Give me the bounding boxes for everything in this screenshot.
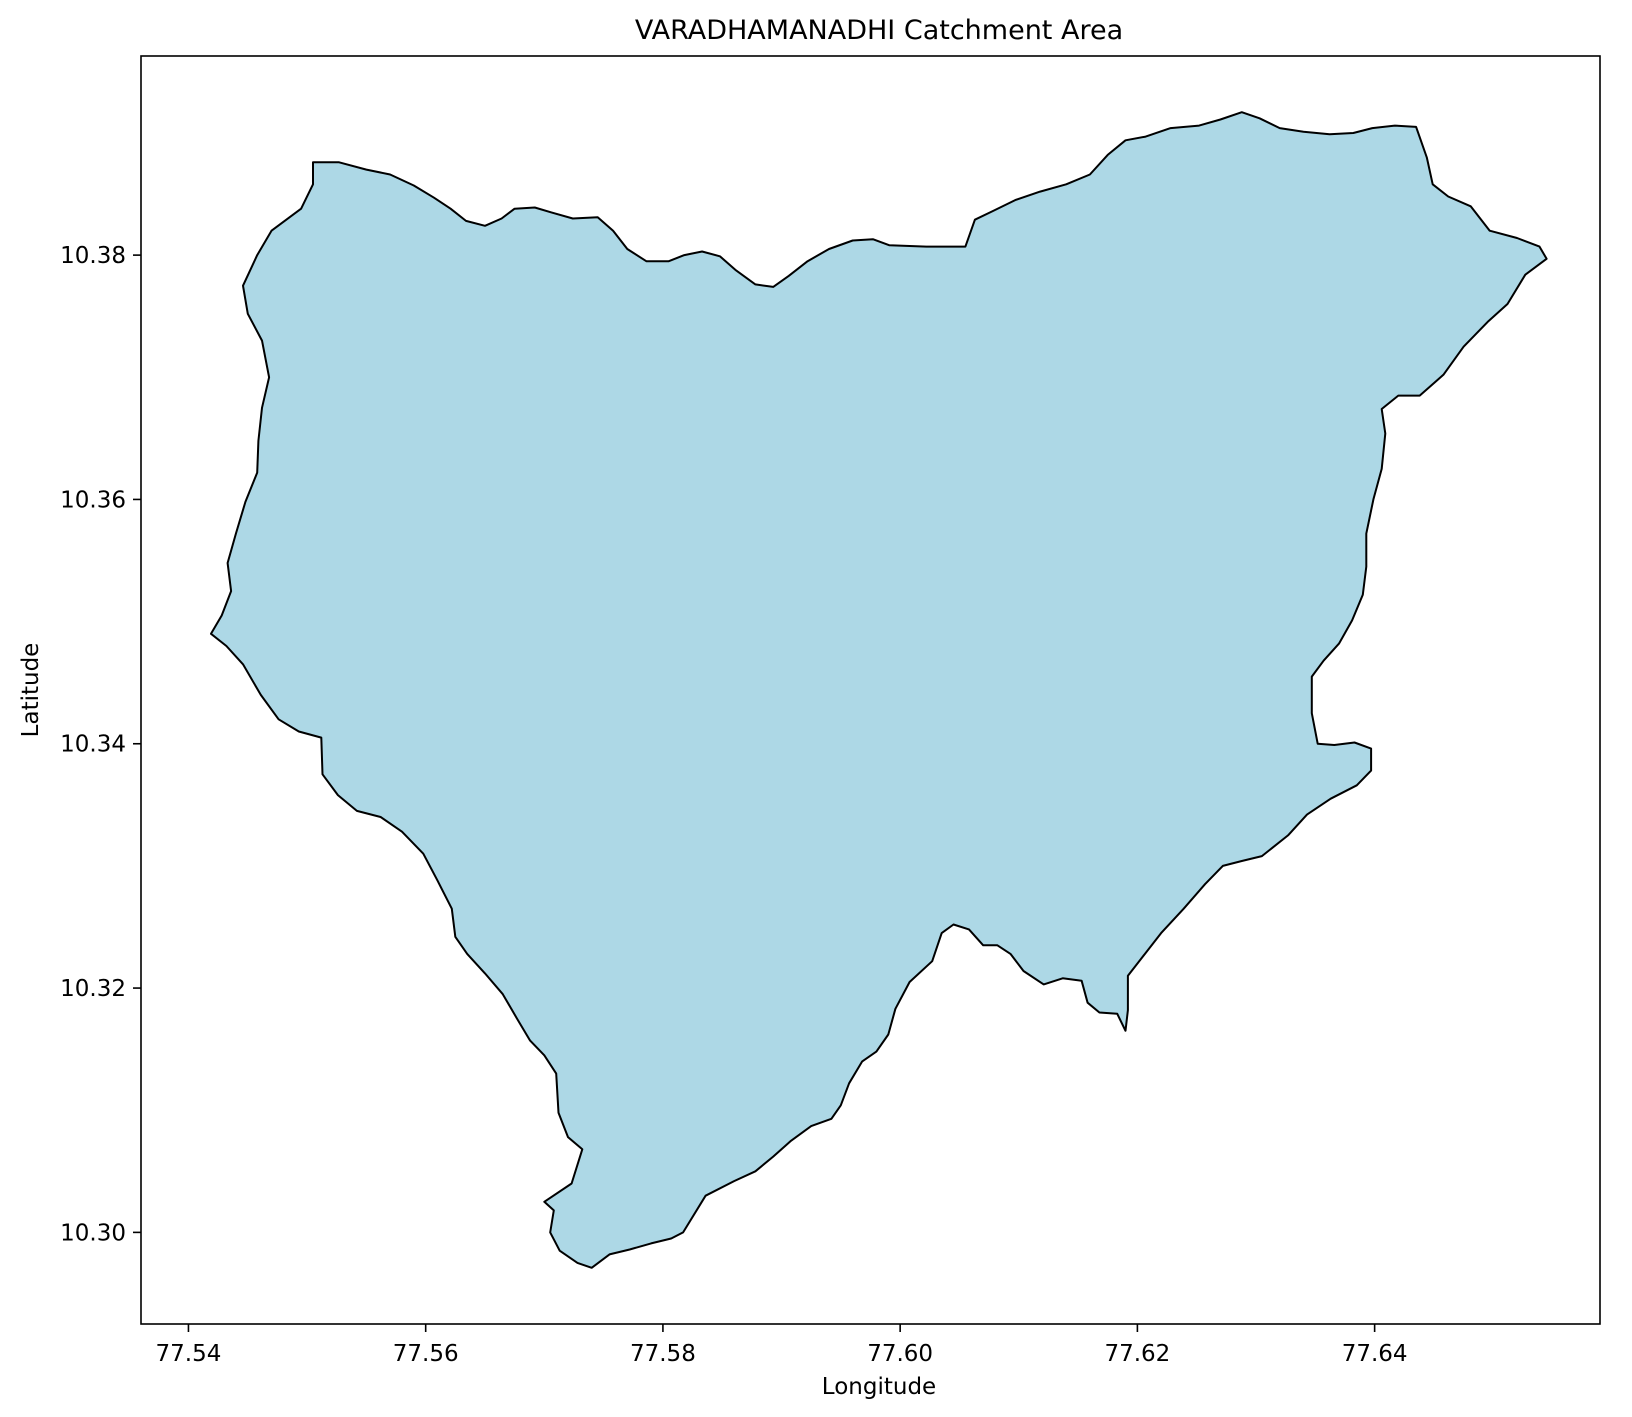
x-tick-label: 77.62: [1104, 1341, 1170, 1367]
y-axis: 10.30 10.32 10.34 10.36 10.38: [60, 243, 141, 1246]
chart-title: VARADHAMANADHI Catchment Area: [635, 15, 1123, 46]
y-axis-label: Latitude: [18, 643, 44, 738]
x-tick-label: 77.58: [630, 1341, 696, 1367]
x-axis-label: Longitude: [822, 1374, 936, 1400]
plot-frame: [140, 55, 1601, 1325]
y-tick-label: 10.36: [60, 487, 126, 513]
x-tick-label: 77.64: [1342, 1341, 1408, 1367]
y-tick-label: 10.38: [60, 243, 126, 269]
x-tick-label: 77.54: [156, 1341, 222, 1367]
y-tick-label: 10.32: [60, 976, 126, 1002]
x-axis: 77.54 77.56 77.58 77.60 77.62 77.64: [156, 1324, 1408, 1367]
y-tick-label: 10.30: [60, 1220, 126, 1246]
y-tick-label: 10.34: [60, 732, 126, 758]
x-tick-label: 77.56: [393, 1341, 459, 1367]
catchment-area-polygon: [210, 111, 1548, 1269]
x-tick-label: 77.60: [867, 1341, 933, 1367]
